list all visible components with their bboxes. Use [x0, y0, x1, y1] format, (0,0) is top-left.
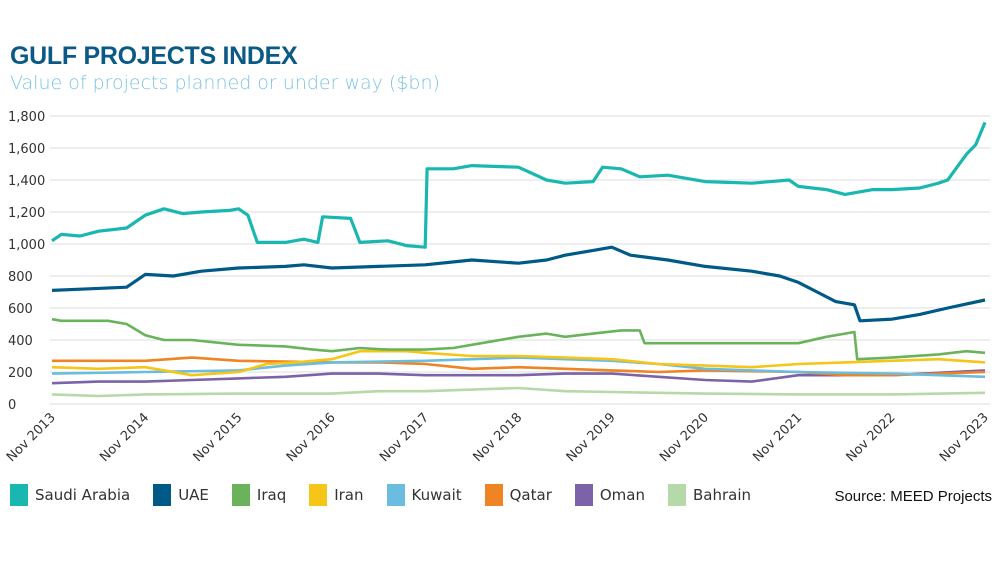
legend-label: Kuwait — [411, 486, 462, 504]
legend-item: Iraq — [231, 484, 287, 506]
series-line-iran — [51, 349, 986, 377]
legend-swatch — [231, 484, 250, 506]
legend-swatch — [153, 484, 172, 506]
x-tick-label: Nov 2017 — [377, 410, 432, 465]
legend-label: Iran — [334, 486, 364, 504]
source-note: Source: MEED Projects — [834, 488, 992, 505]
y-tick-label: 1,800 — [8, 110, 45, 125]
legend-swatch — [574, 484, 593, 506]
series-line-saudi-arabia — [51, 121, 987, 249]
legend-label: Saudi Arabia — [35, 486, 131, 504]
legend-item: Saudi Arabia — [10, 484, 130, 506]
legend-label: Iraq — [256, 486, 287, 504]
y-tick-label: 200 — [8, 366, 33, 381]
legend-label: Bahrain — [693, 486, 752, 504]
legend-label: Oman — [599, 486, 645, 504]
legend-label: Qatar — [509, 486, 552, 504]
y-tick-label: 400 — [8, 334, 33, 349]
y-tick-label: 600 — [8, 302, 33, 317]
x-tick-label: Nov 2016 — [284, 410, 339, 465]
y-tick-label: 1,600 — [8, 142, 45, 157]
series-line-oman — [51, 369, 986, 385]
x-tick-label: Nov 2013 — [4, 410, 59, 465]
series-line-uae — [51, 245, 986, 323]
x-tick-label: Nov 2018 — [470, 410, 525, 465]
x-tick-label: Nov 2021 — [750, 410, 805, 465]
line-chart: 0 200 400 600 800 1,000 1,200 1,400 1,600 1,800 No… — [4, 110, 992, 465]
x-tick-label: Nov 2015 — [191, 410, 246, 465]
y-tick-label: 1,200 — [8, 206, 45, 221]
legend-item: Kuwait — [386, 484, 462, 506]
legend-item: Bahrain — [668, 484, 751, 506]
legend-item: Qatar — [484, 484, 552, 506]
legend-swatch — [10, 484, 28, 506]
x-tick-label: Nov 2014 — [97, 410, 152, 465]
legend-item: Oman — [574, 484, 645, 506]
x-tick-label: Nov 2022 — [844, 410, 899, 465]
x-tick-label: Nov 2020 — [657, 410, 712, 465]
y-tick-label: 1,400 — [8, 174, 45, 189]
series-line-bahrain — [51, 386, 986, 398]
y-tick-label: 0 — [8, 398, 16, 413]
y-tick-label: 1,000 — [8, 238, 45, 253]
legend-label: UAE — [178, 486, 209, 504]
series-line-iraq — [51, 317, 986, 361]
legend-item: Iran — [309, 484, 364, 506]
legend-swatch — [386, 484, 405, 506]
legend: Saudi Arabia UAE Iraq Iran Kuwait Qatar Oman Ba… — [10, 484, 774, 506]
y-tick-label: 800 — [8, 270, 33, 285]
x-tick-label: Nov 2023 — [937, 410, 992, 465]
legend-item: UAE — [153, 484, 209, 506]
legend-swatch — [668, 484, 686, 506]
legend-swatch — [484, 484, 503, 506]
chart-title: GULF PROJECTS INDEX — [10, 42, 298, 70]
chart-subtitle: Value of projects planned or under way (… — [10, 72, 440, 94]
x-tick-label: Nov 2019 — [564, 410, 619, 465]
legend-swatch — [309, 484, 328, 506]
